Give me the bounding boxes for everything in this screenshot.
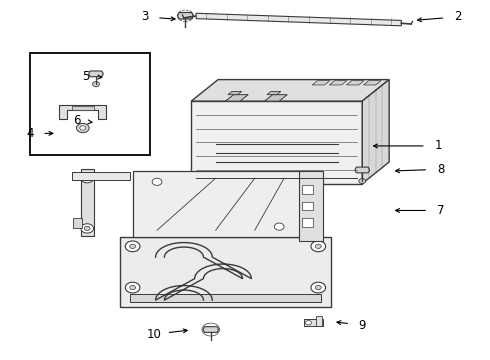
Bar xyxy=(72,107,94,110)
Polygon shape xyxy=(191,101,362,184)
Polygon shape xyxy=(225,95,248,101)
Text: 7: 7 xyxy=(437,204,444,217)
Text: 5: 5 xyxy=(82,69,90,82)
Circle shape xyxy=(359,179,366,184)
Circle shape xyxy=(84,226,90,230)
Text: 8: 8 xyxy=(437,163,444,176)
Polygon shape xyxy=(177,13,193,19)
Polygon shape xyxy=(228,91,242,95)
Polygon shape xyxy=(364,81,381,85)
Polygon shape xyxy=(89,71,103,77)
Bar xyxy=(130,294,321,302)
Text: 2: 2 xyxy=(454,10,461,23)
Circle shape xyxy=(130,244,136,248)
Circle shape xyxy=(125,282,140,293)
Text: 3: 3 xyxy=(141,10,148,23)
Circle shape xyxy=(84,176,90,180)
Circle shape xyxy=(274,223,284,230)
Polygon shape xyxy=(121,237,331,307)
Circle shape xyxy=(306,320,312,325)
Text: 9: 9 xyxy=(359,319,366,332)
Polygon shape xyxy=(346,81,364,85)
Circle shape xyxy=(81,174,94,183)
Polygon shape xyxy=(196,13,401,26)
Bar xyxy=(302,218,313,226)
Polygon shape xyxy=(355,167,369,173)
Circle shape xyxy=(152,178,162,185)
Bar xyxy=(30,53,150,155)
Bar xyxy=(133,171,318,237)
Circle shape xyxy=(311,241,326,252)
Bar xyxy=(72,172,130,180)
Circle shape xyxy=(316,244,321,248)
Circle shape xyxy=(125,241,140,252)
Bar xyxy=(302,185,313,194)
Circle shape xyxy=(311,282,326,293)
Polygon shape xyxy=(191,80,389,101)
Circle shape xyxy=(93,82,99,87)
Circle shape xyxy=(130,285,136,290)
Polygon shape xyxy=(312,81,330,85)
Bar xyxy=(316,316,322,326)
Polygon shape xyxy=(362,80,389,184)
Text: 10: 10 xyxy=(147,328,162,341)
Circle shape xyxy=(76,123,89,133)
Polygon shape xyxy=(203,327,219,332)
Circle shape xyxy=(316,285,321,290)
Bar xyxy=(302,202,313,211)
Bar xyxy=(304,319,323,326)
Text: 4: 4 xyxy=(26,127,34,140)
Circle shape xyxy=(81,224,94,233)
Polygon shape xyxy=(59,105,106,119)
Text: 6: 6 xyxy=(73,114,80,127)
Bar xyxy=(73,218,82,228)
Text: 1: 1 xyxy=(434,139,442,152)
Circle shape xyxy=(80,126,86,130)
Bar xyxy=(81,169,94,235)
Polygon shape xyxy=(329,81,347,85)
Bar xyxy=(299,171,323,241)
Polygon shape xyxy=(267,91,281,95)
Polygon shape xyxy=(265,95,287,101)
